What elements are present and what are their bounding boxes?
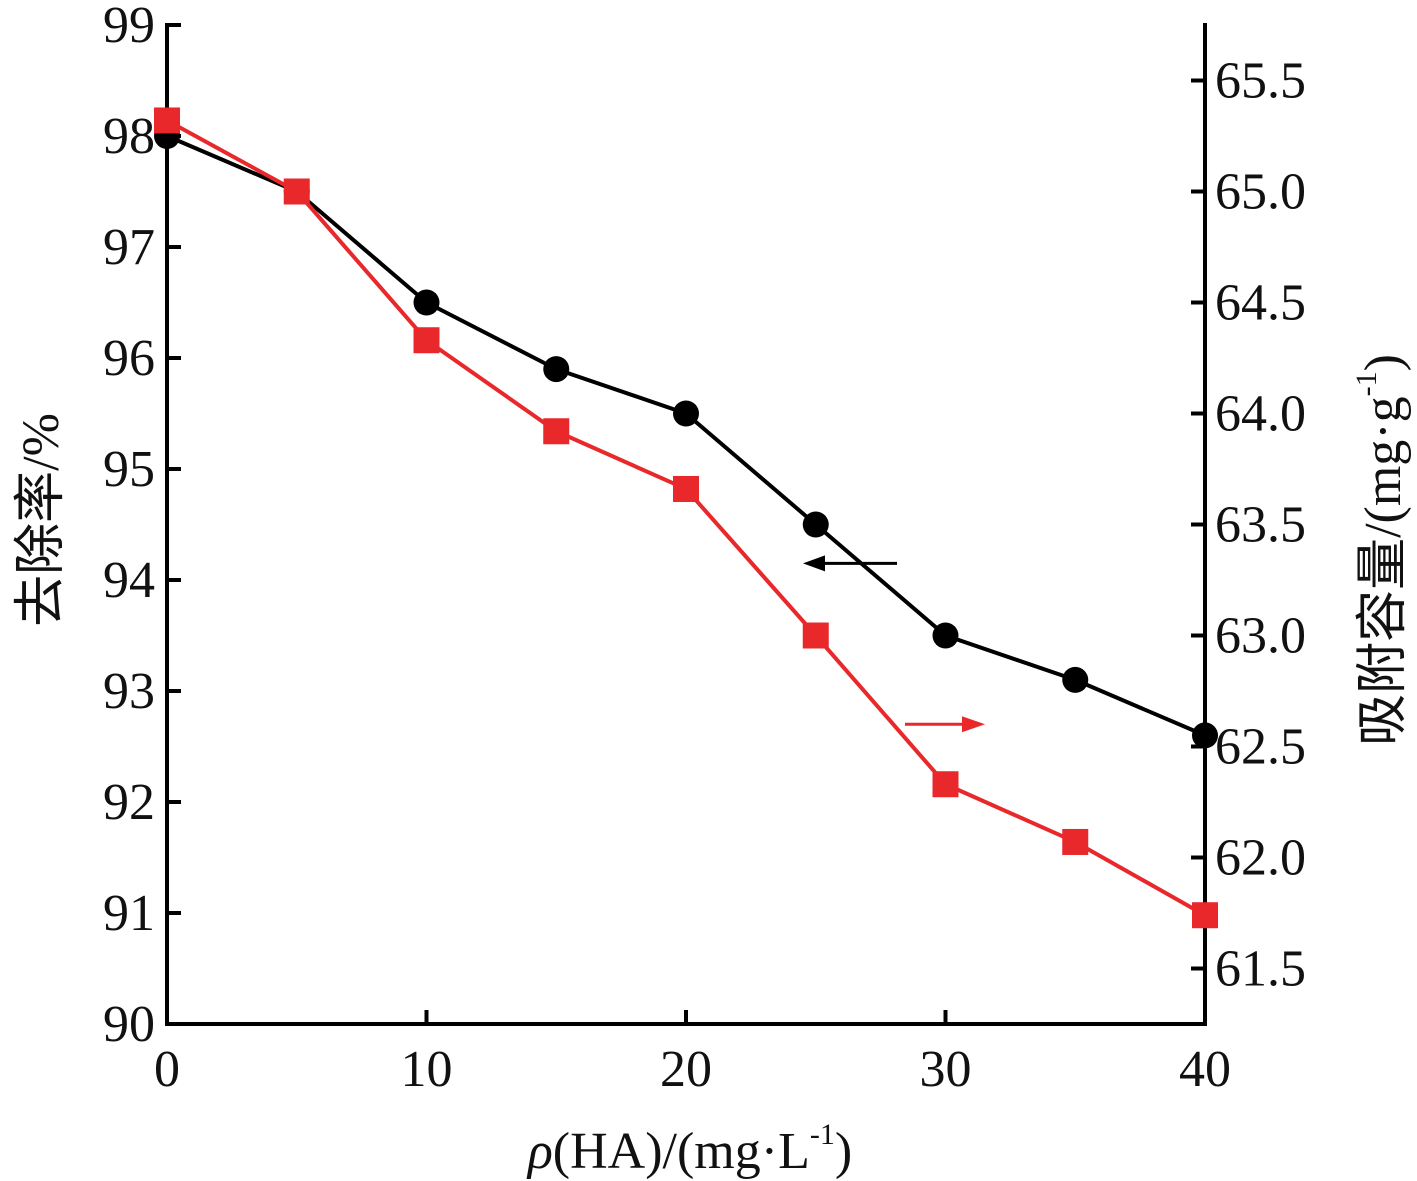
left-y-tick-label: 94 bbox=[103, 552, 155, 609]
annotations bbox=[803, 555, 985, 733]
ticks: 0 10 20 30 40 90 91 92 93 94 95 96 97 98 99 61.5 62.0 62.… bbox=[103, 0, 1306, 1098]
right-y-tick-label: 64.5 bbox=[1215, 275, 1306, 332]
left-axis-arrow-head bbox=[803, 555, 825, 572]
left-y-axis-title: 去除率/% bbox=[13, 413, 70, 627]
x-tick-label: 40 bbox=[1179, 1041, 1231, 1098]
right-y-tick-label: 65.5 bbox=[1215, 53, 1306, 110]
right-y-tick-label: 62.5 bbox=[1215, 719, 1306, 776]
left-y-tick-label: 99 bbox=[103, 0, 155, 54]
series-lines bbox=[166, 118, 1206, 917]
x-tick-label: 0 bbox=[154, 1041, 180, 1098]
series-0-point bbox=[1192, 722, 1218, 749]
left-y-tick-label: 98 bbox=[103, 108, 155, 165]
series-0-point bbox=[1062, 666, 1089, 693]
series-1-point bbox=[802, 622, 829, 649]
series-1-point bbox=[673, 475, 699, 502]
right-y-axis-title: 吸附容量/(mg·g-1) bbox=[1350, 354, 1412, 746]
right-y-tick-label: 65.0 bbox=[1215, 164, 1306, 221]
left-y-tick-label: 91 bbox=[103, 885, 155, 942]
series-0-point bbox=[932, 622, 959, 649]
x-axis-title: ρ(HA)/(mg·L-1) bbox=[526, 1118, 852, 1180]
x-tick-label: 20 bbox=[660, 1041, 712, 1098]
left-y-tick-label: 90 bbox=[103, 996, 155, 1053]
right-y-tick-label: 63.5 bbox=[1215, 497, 1306, 554]
x-tick-label: 10 bbox=[401, 1041, 453, 1098]
right-y-tick-label: 64.0 bbox=[1215, 386, 1306, 443]
series-1-point bbox=[543, 418, 570, 445]
left-y-tick-label: 96 bbox=[103, 330, 155, 387]
axes bbox=[165, 23, 1207, 1026]
series-0-point bbox=[673, 400, 699, 427]
series-0-line bbox=[166, 134, 1206, 738]
series-1-point bbox=[1192, 902, 1218, 929]
left-y-tick-label: 95 bbox=[103, 441, 155, 498]
data-markers bbox=[154, 107, 1218, 929]
x-tick-label: 30 bbox=[920, 1041, 972, 1098]
series-1-line bbox=[166, 118, 1206, 917]
series-1-point bbox=[932, 771, 959, 798]
left-y-tick-label: 92 bbox=[103, 774, 155, 831]
series-1-point bbox=[1062, 828, 1089, 855]
series-0-point bbox=[543, 356, 570, 383]
series-0-point bbox=[802, 511, 829, 538]
series-0-point bbox=[413, 289, 440, 316]
series-1-point bbox=[413, 327, 440, 354]
series-1-point bbox=[154, 107, 180, 134]
right-y-axis-title-sup: -1 bbox=[1350, 371, 1383, 396]
right-y-tick-label: 63.0 bbox=[1215, 608, 1306, 665]
right-axis-arrow-head bbox=[962, 716, 985, 733]
right-y-tick-label: 62.0 bbox=[1215, 830, 1306, 887]
left-y-tick-label: 97 bbox=[103, 219, 155, 276]
x-axis-title-sup: -1 bbox=[810, 1118, 835, 1151]
right-y-tick-label: 61.5 bbox=[1215, 941, 1306, 998]
series-1-point bbox=[283, 178, 310, 205]
left-y-tick-label: 93 bbox=[103, 663, 155, 720]
